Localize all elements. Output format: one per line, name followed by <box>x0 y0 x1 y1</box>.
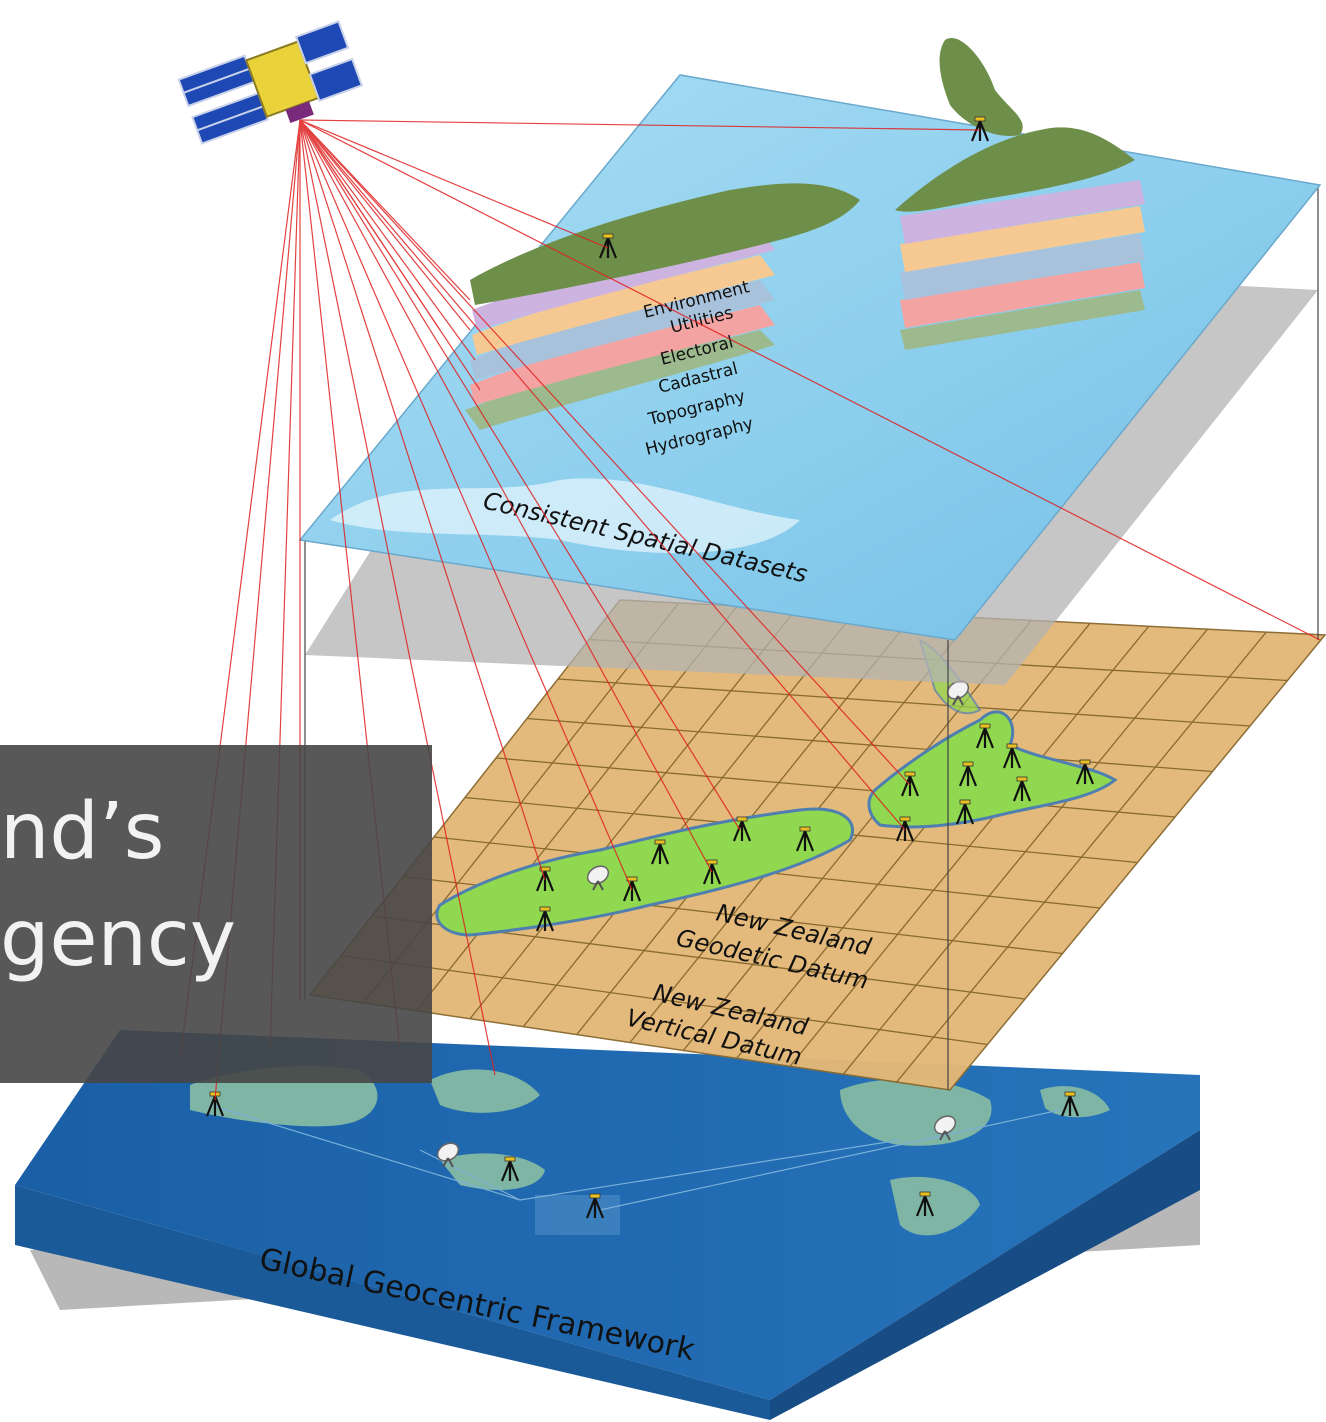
satellite-ray <box>299 119 609 249</box>
band-electoral <box>472 255 775 355</box>
satellite-ray <box>299 119 471 331</box>
satellite-ray <box>299 119 713 873</box>
satellite-ray <box>299 119 1321 641</box>
satellite-ray <box>299 119 906 831</box>
satellite-ray <box>299 119 441 331</box>
northland-top <box>939 38 1023 136</box>
nz-highlight <box>535 1195 620 1235</box>
satellite-ray <box>299 119 981 131</box>
south-island <box>435 807 854 937</box>
slab-side-face <box>770 1130 1200 1420</box>
grid-line <box>526 717 1213 773</box>
continent-europe <box>1040 1086 1110 1118</box>
north-island-top <box>895 127 1135 212</box>
sea-plane <box>298 74 1322 641</box>
continent-south-america <box>890 1176 980 1236</box>
north-island <box>867 710 1118 829</box>
caption-line-1: nd’s <box>0 787 165 877</box>
global-framework-layer: Global Geocentric Framework <box>15 1030 1200 1420</box>
grid-line <box>495 757 1176 818</box>
satellite-icon <box>177 20 364 145</box>
satellite-ray <box>299 119 546 881</box>
continent-north-america <box>840 1079 992 1146</box>
satellite-ray <box>299 119 633 891</box>
satellite-ray <box>299 119 471 301</box>
satellite-ray <box>299 119 496 1076</box>
grid-line <box>340 954 988 1046</box>
slab-front-face <box>15 1185 770 1420</box>
continent-asia <box>430 1069 540 1113</box>
caption-line-2: gency <box>0 894 236 984</box>
spatial-datasets-layer: Environment Utilities Electoral Cadastra… <box>298 38 1322 1090</box>
continent-australia <box>440 1153 545 1190</box>
caption-overlay: nd’s gency <box>0 745 432 1083</box>
satellite-ray <box>299 119 476 361</box>
band-environment <box>470 183 860 305</box>
satellite-ray <box>299 119 741 831</box>
satellite-ray <box>299 119 911 786</box>
grid-line <box>557 678 1251 727</box>
band-cadastral <box>470 280 775 380</box>
band-topography <box>470 305 775 405</box>
